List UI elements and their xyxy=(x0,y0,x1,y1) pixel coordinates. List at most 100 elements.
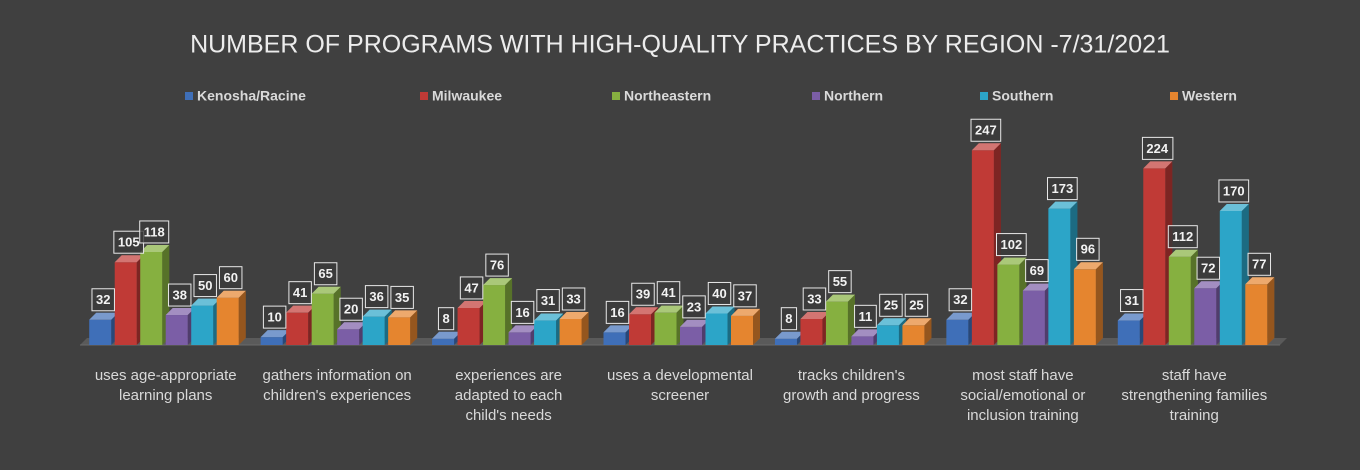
bar-top-light xyxy=(337,322,367,330)
data-label-box xyxy=(1141,136,1174,160)
bar-side-shade xyxy=(847,294,855,345)
bar xyxy=(654,305,684,345)
data-label: 11 xyxy=(859,309,873,324)
bar-top xyxy=(1073,262,1103,270)
data-label: 112 xyxy=(1172,229,1193,244)
data-label: 8 xyxy=(785,311,792,326)
bar-top xyxy=(971,143,1001,151)
legend-swatch xyxy=(1170,92,1178,100)
data-label: 170 xyxy=(1223,183,1245,198)
data-label-box xyxy=(262,305,287,329)
data-label-box xyxy=(1025,259,1049,283)
bar xyxy=(1022,283,1052,345)
bar xyxy=(286,305,316,345)
bar-front xyxy=(997,264,1020,345)
bar-front xyxy=(260,337,283,345)
data-label: 41 xyxy=(661,285,675,300)
bar-top xyxy=(362,309,392,317)
bar-top-light xyxy=(559,311,589,319)
bar-front xyxy=(825,301,848,345)
bar xyxy=(680,319,709,345)
bar xyxy=(876,318,906,345)
bar-front xyxy=(534,320,557,345)
data-label: 20 xyxy=(344,302,358,317)
bar xyxy=(432,331,462,345)
bar xyxy=(800,311,830,345)
bar-top xyxy=(508,325,538,333)
data-label-box xyxy=(288,281,312,305)
bar-top-light xyxy=(1048,201,1078,209)
bar xyxy=(774,331,804,345)
bar-top xyxy=(191,298,221,306)
bar-top-light xyxy=(534,313,564,321)
bar-top-light xyxy=(680,319,709,327)
bar-top xyxy=(800,311,830,319)
data-label-box xyxy=(459,276,484,300)
data-label-box xyxy=(1167,225,1198,249)
bar-side-shade xyxy=(581,311,589,345)
data-label-box xyxy=(139,220,170,244)
data-label: 25 xyxy=(909,298,923,313)
bar-top-light xyxy=(629,307,658,315)
data-label: 33 xyxy=(566,291,580,306)
bar xyxy=(1143,161,1173,345)
bar-top-light xyxy=(140,244,170,252)
bar-top-light xyxy=(508,325,538,333)
data-label-box xyxy=(536,289,560,313)
data-label: 38 xyxy=(172,287,186,302)
bar-front xyxy=(114,262,137,345)
bar xyxy=(1048,201,1078,345)
bar-top-light xyxy=(825,294,855,302)
bar-top xyxy=(311,286,341,294)
bar-front xyxy=(432,338,455,345)
legend-swatch xyxy=(185,92,193,100)
x-tick-label: uses age-appropriate learning plans xyxy=(94,367,237,404)
bar xyxy=(1245,277,1275,345)
legend-label: Northeastern xyxy=(624,88,711,104)
data-label-box xyxy=(167,283,192,307)
data-label: 50 xyxy=(198,278,212,293)
data-label: 118 xyxy=(144,224,165,239)
bar-top xyxy=(337,322,367,330)
bar xyxy=(311,286,341,345)
bar-top xyxy=(731,308,760,316)
bar-side xyxy=(410,310,418,345)
bar-top xyxy=(114,255,144,263)
data-label: 36 xyxy=(369,289,383,304)
bar xyxy=(1073,262,1103,345)
bar-front xyxy=(1022,290,1045,345)
bar-front xyxy=(603,332,626,345)
bar-top-light xyxy=(1073,262,1103,270)
bar-top xyxy=(388,310,418,318)
data-label: 10 xyxy=(267,310,281,325)
data-label-box xyxy=(193,274,217,298)
bar-top xyxy=(876,318,906,326)
data-label: 23 xyxy=(687,299,701,314)
data-label-box xyxy=(996,233,1027,257)
bar-front xyxy=(800,318,823,345)
bar-top-light xyxy=(260,330,290,338)
bar xyxy=(603,325,633,345)
bar-front xyxy=(1168,256,1191,345)
data-label: 224 xyxy=(1146,141,1168,156)
data-label-box xyxy=(485,253,509,277)
bar xyxy=(705,306,735,345)
bar-top-light xyxy=(902,318,932,326)
bar-top-light xyxy=(851,329,881,337)
bar-top xyxy=(89,312,119,320)
bar-side-shade xyxy=(753,308,760,345)
bar-top xyxy=(1022,283,1052,291)
bar-front xyxy=(1117,320,1140,345)
bar xyxy=(165,308,195,345)
data-label-box xyxy=(948,288,973,312)
bar-front xyxy=(971,150,994,345)
legend-label: Milwaukee xyxy=(432,88,502,104)
bar xyxy=(825,294,855,345)
bar-front xyxy=(286,312,309,345)
bar-front xyxy=(705,313,728,345)
bar-side xyxy=(505,278,513,345)
bar-top xyxy=(1168,249,1198,257)
bar xyxy=(731,308,760,345)
bar-top xyxy=(483,278,513,286)
bar-top xyxy=(1117,313,1147,321)
